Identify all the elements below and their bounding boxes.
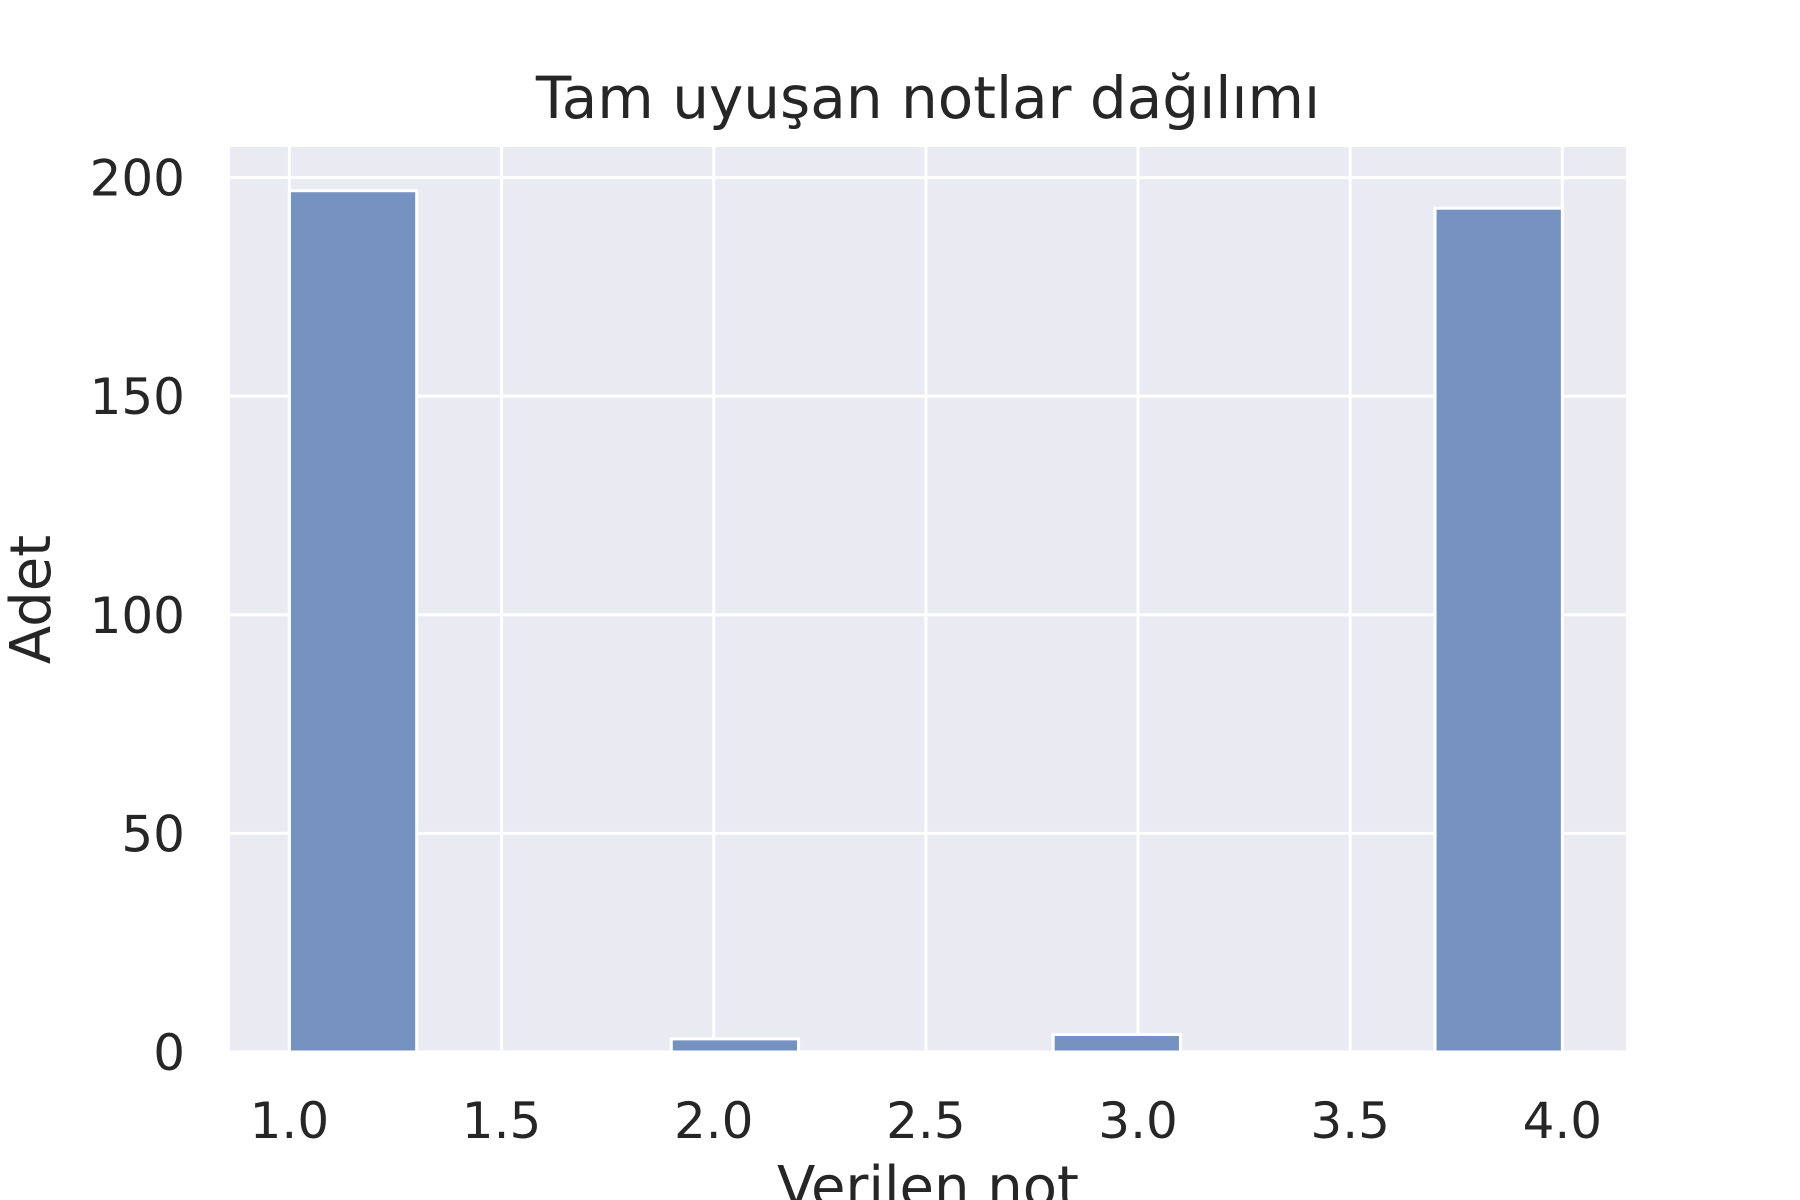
x-tick-label: 1.5 [462, 1092, 542, 1150]
histogram-bar [669, 1037, 801, 1054]
y-tick-label: 150 [90, 368, 185, 426]
y-tick-label: 100 [90, 587, 185, 645]
x-tick-label: 1.0 [250, 1092, 330, 1150]
y-tick-label: 0 [153, 1024, 185, 1082]
y-axis-label: Adet [0, 535, 64, 664]
y-axis-ticks: 0 50 100 150 200 [90, 150, 185, 1082]
grid-lines [230, 147, 1626, 1054]
chart-title: Tam uyuşan notlar dağılımı [535, 64, 1320, 132]
x-axis-label: Verilen not [777, 1155, 1079, 1200]
bars [287, 189, 1564, 1054]
histogram-bar [1433, 206, 1564, 1054]
x-tick-label: 2.0 [674, 1092, 754, 1150]
x-axis-ticks: 1.0 1.5 2.0 2.5 3.0 3.5 4.0 [250, 1092, 1602, 1150]
x-tick-label: 3.5 [1310, 1092, 1390, 1150]
y-tick-label: 200 [90, 150, 185, 208]
histogram-bar [1051, 1033, 1182, 1054]
x-tick-label: 4.0 [1523, 1092, 1603, 1150]
x-tick-label: 2.5 [886, 1092, 966, 1150]
y-tick-label: 50 [121, 805, 185, 863]
histogram-bar [287, 189, 419, 1054]
x-tick-label: 3.0 [1098, 1092, 1178, 1150]
plot-area [230, 147, 1626, 1052]
